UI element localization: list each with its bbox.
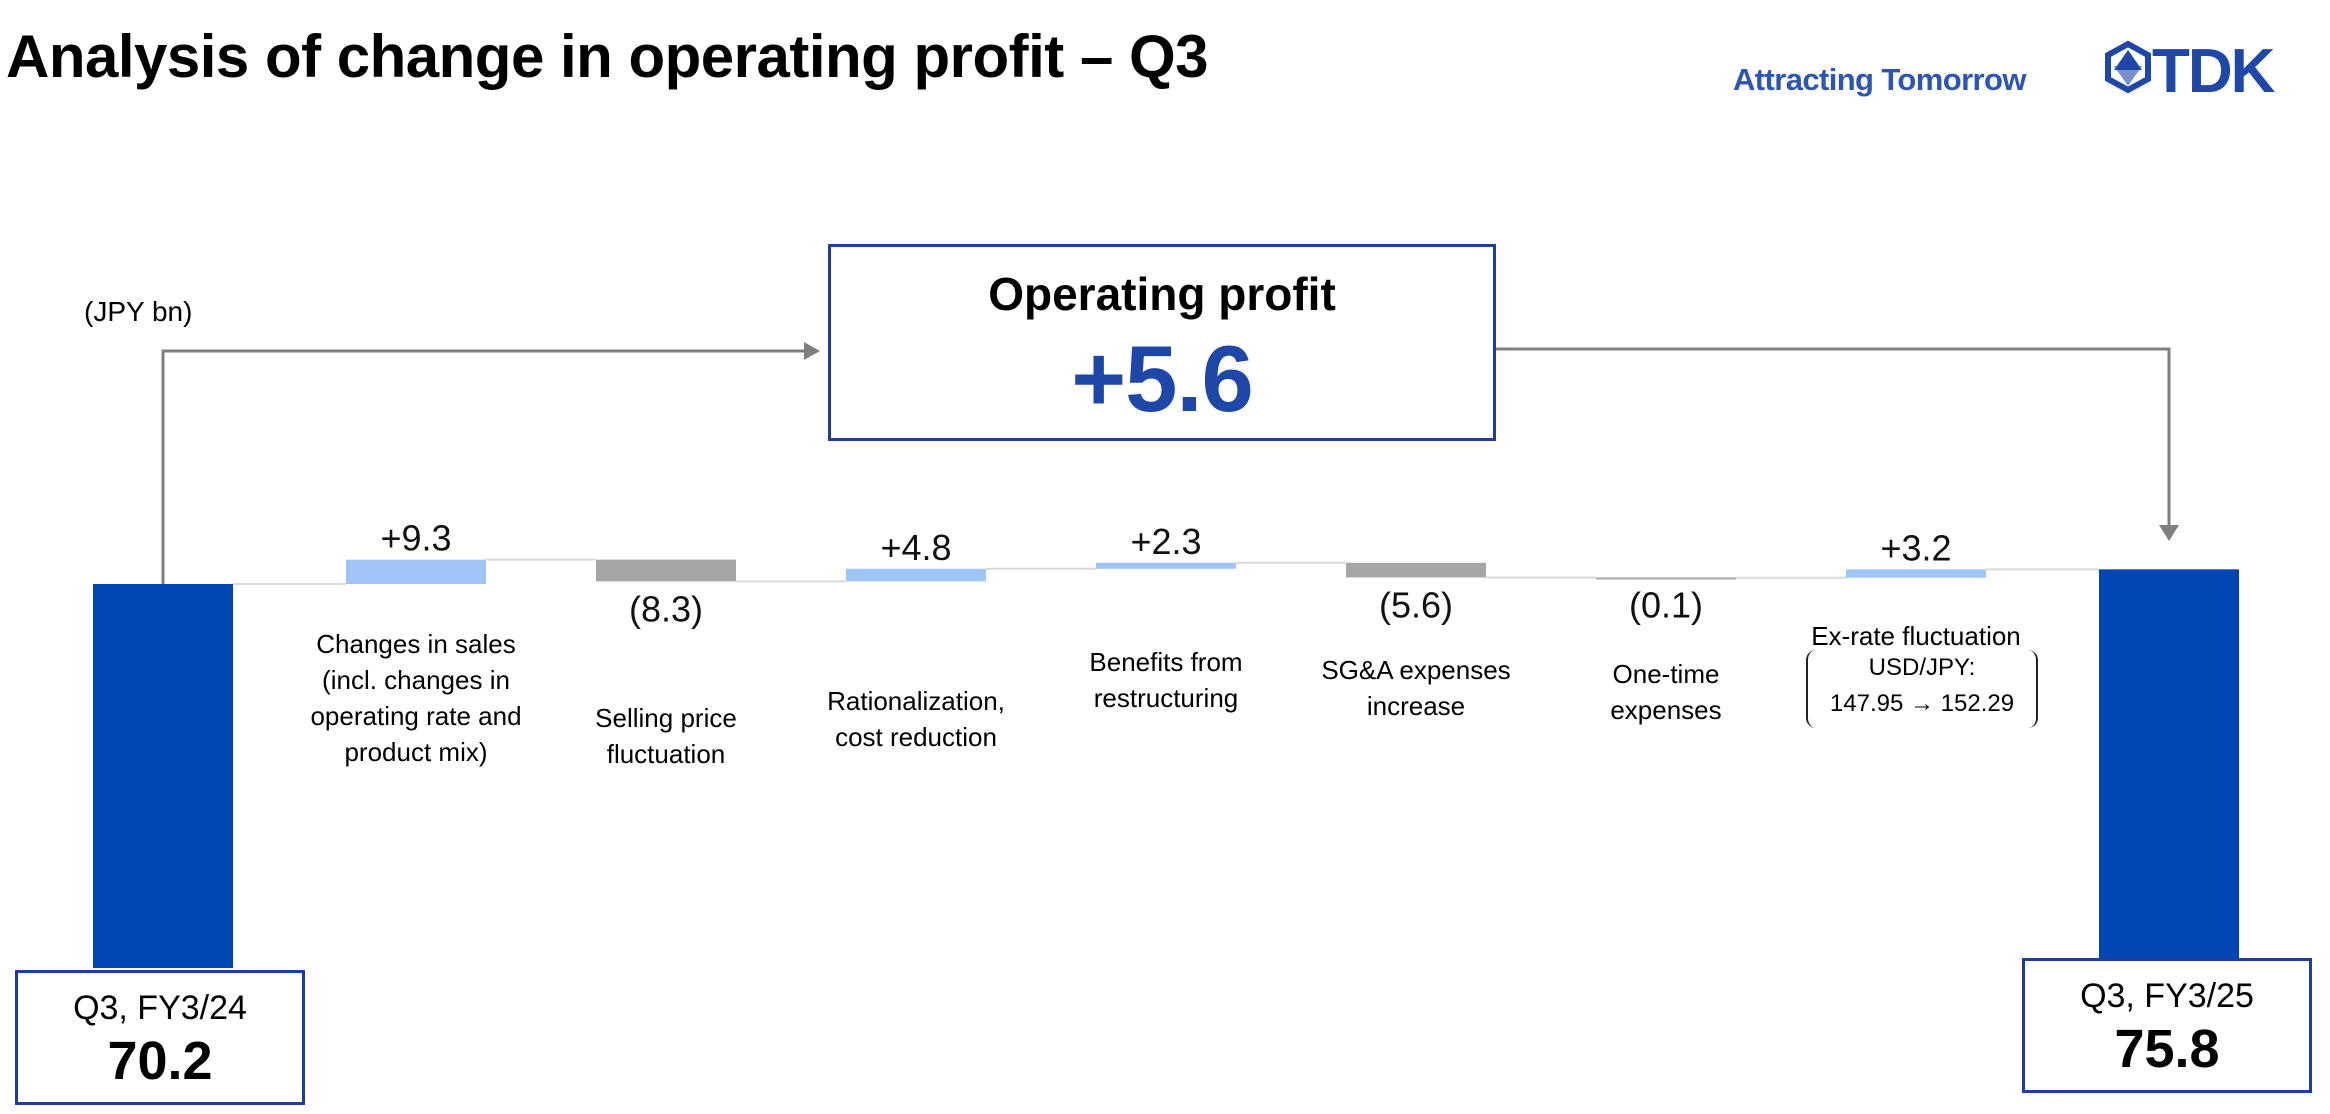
decrease-bar [596, 559, 736, 582]
category-label-line: cost reduction [835, 722, 997, 752]
decrease-bar [1346, 562, 1486, 578]
category-label: Benefits from restructuring [1089, 644, 1242, 716]
category-label-line: Changes in sales [316, 629, 516, 659]
category-label-line: Rationalization, [827, 686, 1005, 716]
category-label-line: One-time [1612, 659, 1720, 689]
category-label-line: fluctuation [606, 739, 726, 769]
increase-bar [846, 568, 986, 582]
total-period-label: Q3, FY3/25 [2080, 977, 2254, 1015]
increase-bar [346, 559, 486, 584]
total-box: Q3, FY3/25 75.8 [2022, 958, 2312, 1093]
arrow-head-right-icon [804, 342, 820, 360]
category-label-line: (incl. changes in [322, 665, 510, 695]
fx-rate-line-1: USD/JPY: [1868, 654, 1976, 681]
operating-profit-box: Operating profit +5.6 [828, 244, 1496, 441]
data-label: (8.3) [629, 588, 703, 629]
data-label: +3.2 [1880, 527, 1951, 568]
arrow-line-right [1496, 347, 2171, 527]
data-label: (5.6) [1379, 584, 1453, 625]
total-bar [93, 584, 233, 968]
logo-wordmark: TDK [2152, 40, 2276, 100]
category-label: Changes in sales (incl. changes in operati… [310, 626, 521, 770]
increase-bar [1846, 569, 1986, 578]
total-box: Q3, FY3/24 70.2 [15, 970, 305, 1105]
operating-profit-change: +5.6 [1071, 326, 1254, 431]
category-label-line: SG&A expenses [1321, 655, 1511, 685]
unit-label: (JPY bn) [84, 296, 193, 327]
total-value: 75.8 [2114, 1019, 2220, 1079]
tdk-logo: TDK [2105, 40, 2278, 100]
arrow-line-left [161, 349, 812, 584]
category-label: Rationalization, cost reduction [827, 683, 1005, 755]
data-label: +2.3 [1130, 521, 1201, 562]
fx-rate-line-2: 147.95 → 152.29 [1829, 690, 2015, 717]
data-label: (0.1) [1629, 585, 1703, 626]
total-value: 70.2 [107, 1031, 213, 1091]
fx-rate-bracket: USD/JPY: 147.95 → 152.29 [1806, 650, 2038, 728]
category-label: One-time expenses [1610, 656, 1721, 728]
category-label-line: operating rate and [310, 701, 522, 731]
category-label-line: increase [1366, 691, 1466, 721]
total-bar [2099, 569, 2239, 968]
category-label-line: Benefits from [1089, 647, 1243, 677]
category-label-line: product mix) [344, 737, 488, 767]
arrow-head-down-icon [2159, 525, 2179, 541]
data-label: +9.3 [380, 518, 451, 559]
total-period-label: Q3, FY3/24 [73, 989, 247, 1027]
category-label-line: Ex-rate fluctuation [1811, 621, 2021, 651]
tdk-emblem-icon [2105, 40, 2151, 94]
operating-profit-label: Operating profit [988, 268, 1336, 320]
category-label: Ex-rate fluctuation [1811, 618, 2021, 654]
category-label-line: expenses [1610, 695, 1722, 725]
category-label-line: restructuring [1093, 683, 1239, 713]
page-title: Analysis of change in operating profit –… [6, 23, 1209, 90]
brand-tagline: Attracting Tomorrow [1733, 62, 2026, 97]
decrease-bar [1596, 577, 1736, 580]
category-label-line: Selling price [595, 703, 737, 733]
data-label: +4.8 [880, 527, 951, 568]
category-label: Selling price fluctuation [595, 700, 737, 772]
increase-bar [1096, 562, 1236, 569]
category-label: SG&A expenses increase [1321, 652, 1510, 724]
